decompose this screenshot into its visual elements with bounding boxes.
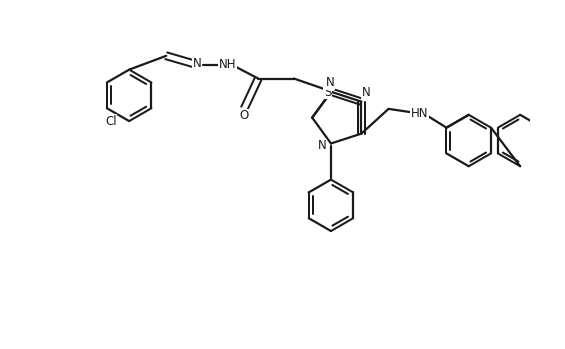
Text: Cl: Cl <box>105 114 117 128</box>
Text: O: O <box>240 109 249 122</box>
Text: S: S <box>324 86 331 99</box>
Text: N: N <box>362 86 371 99</box>
Text: N: N <box>193 57 202 70</box>
Text: N: N <box>325 76 334 89</box>
Text: NH: NH <box>219 58 236 71</box>
Text: N: N <box>318 140 327 153</box>
Text: HN: HN <box>411 107 428 120</box>
